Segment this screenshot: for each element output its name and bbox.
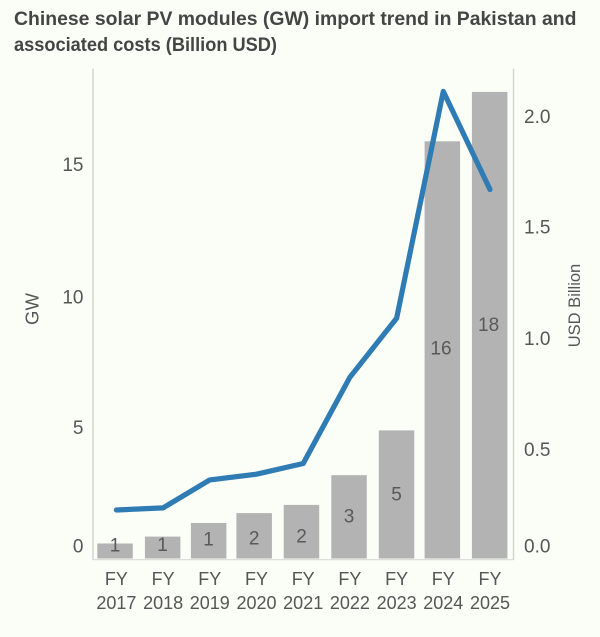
svg-text:FY: FY: [432, 569, 455, 589]
svg-text:15: 15: [62, 155, 83, 176]
svg-text:0.5: 0.5: [524, 440, 550, 461]
svg-text:FY: FY: [152, 569, 175, 589]
svg-text:2024: 2024: [423, 593, 463, 613]
svg-text:1.0: 1.0: [524, 329, 550, 350]
svg-text:16: 16: [430, 339, 451, 360]
svg-text:0.0: 0.0: [524, 536, 550, 557]
svg-text:FY: FY: [478, 569, 501, 589]
svg-text:FY: FY: [105, 569, 128, 589]
svg-text:1: 1: [110, 536, 121, 557]
svg-text:USD Billion: USD Billion: [566, 264, 584, 347]
svg-text:5: 5: [73, 418, 84, 439]
svg-text:FY: FY: [338, 569, 361, 589]
svg-text:FY: FY: [198, 569, 221, 589]
svg-text:0: 0: [73, 536, 84, 557]
svg-text:2018: 2018: [143, 593, 183, 613]
svg-text:FY: FY: [292, 569, 315, 589]
svg-text:2: 2: [249, 529, 260, 550]
svg-text:associated costs (Billion USD): associated costs (Billion USD): [14, 34, 277, 56]
svg-text:10: 10: [62, 288, 83, 309]
svg-text:2020: 2020: [236, 593, 276, 613]
svg-text:1.5: 1.5: [524, 218, 550, 239]
svg-text:18: 18: [478, 315, 499, 336]
svg-text:1: 1: [157, 535, 168, 556]
svg-text:2017: 2017: [96, 593, 136, 613]
svg-text:2023: 2023: [377, 593, 417, 613]
svg-text:2021: 2021: [283, 593, 323, 613]
svg-text:3: 3: [344, 507, 355, 528]
svg-text:5: 5: [391, 485, 402, 506]
svg-text:Chinese solar PV modules (GW): Chinese solar PV modules (GW) import tre…: [14, 8, 576, 30]
svg-text:2019: 2019: [190, 593, 230, 613]
svg-text:1: 1: [203, 529, 214, 550]
svg-text:FY: FY: [245, 569, 268, 589]
svg-text:2022: 2022: [330, 593, 370, 613]
svg-text:2025: 2025: [470, 593, 510, 613]
svg-text:GW: GW: [22, 293, 43, 325]
svg-text:FY: FY: [385, 569, 408, 589]
svg-text:2.0: 2.0: [524, 107, 550, 128]
svg-text:2: 2: [296, 527, 307, 548]
